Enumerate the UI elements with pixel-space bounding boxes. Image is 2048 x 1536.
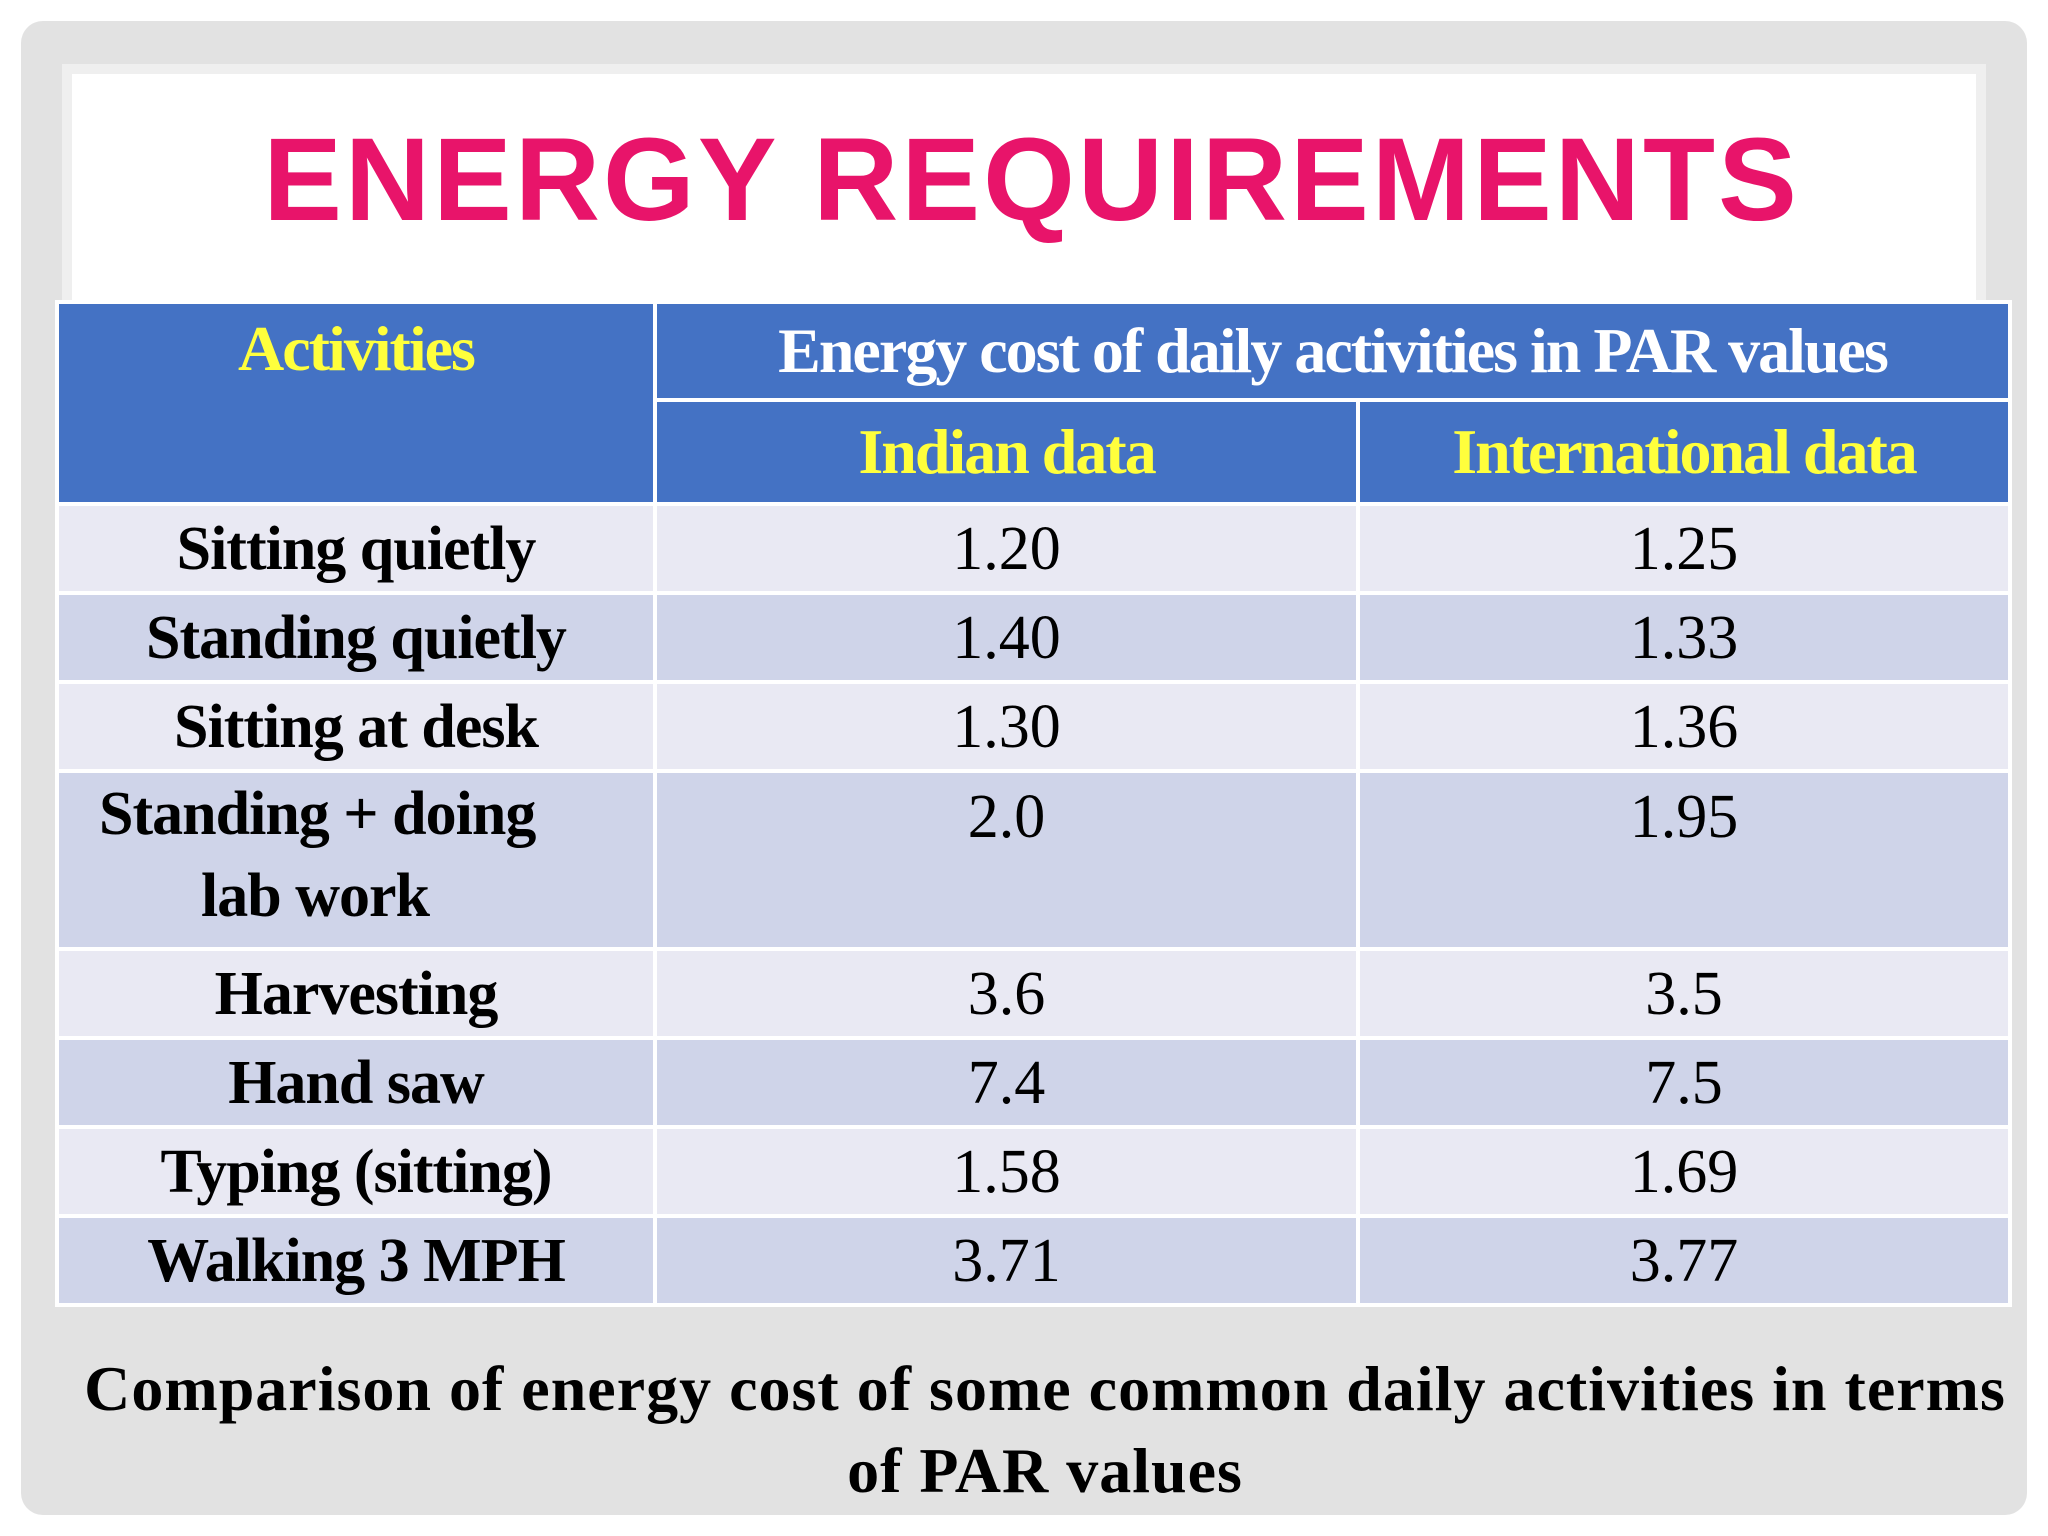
- indian-value-cell: 1.20: [653, 502, 1360, 595]
- indian-value-cell: 3.71: [653, 1214, 1360, 1307]
- activity-cell: Standing + doing lab work: [55, 769, 657, 951]
- international-value-cell: 1.36: [1356, 680, 2012, 773]
- international-value-cell: 1.25: [1356, 502, 2012, 595]
- international-value-cell: 7.5: [1356, 1036, 2012, 1129]
- table-row: Typing (sitting) 1.58 1.69: [55, 1125, 2012, 1218]
- activity-cell: Sitting at desk: [55, 680, 657, 773]
- table-row: Sitting at desk 1.30 1.36: [55, 680, 2012, 773]
- table-row: Hand saw 7.4 7.5: [55, 1036, 2012, 1129]
- activity-line-1: Standing + doing: [99, 780, 536, 848]
- energy-cost-group-header: Energy cost of daily activities in PAR v…: [653, 300, 2012, 402]
- indian-value-cell: 3.6: [653, 947, 1360, 1040]
- indian-value-cell: 1.40: [653, 591, 1360, 684]
- table-row: Walking 3 MPH 3.71 3.77: [55, 1214, 2012, 1307]
- table-row: Standing + doing lab work 2.0 1.95: [55, 769, 2012, 951]
- activity-cell: Sitting quietly: [55, 502, 657, 595]
- activity-cell: Typing (sitting): [55, 1125, 657, 1218]
- indian-value-cell: 2.0: [653, 769, 1360, 951]
- indian-value-cell: 1.30: [653, 680, 1360, 773]
- activity-cell: Hand saw: [55, 1036, 657, 1129]
- indian-value-cell: 7.4: [653, 1036, 1360, 1129]
- international-data-header: International data: [1356, 398, 2012, 506]
- activity-cell: Harvesting: [55, 947, 657, 1040]
- indian-data-header: Indian data: [653, 398, 1360, 506]
- table-row: Standing quietly 1.40 1.33: [55, 591, 2012, 684]
- international-value-cell: 3.5: [1356, 947, 2012, 1040]
- table-row: Harvesting 3.6 3.5: [55, 947, 2012, 1040]
- table-row: Sitting quietly 1.20 1.25: [55, 502, 2012, 595]
- activities-header: Activities: [55, 300, 657, 506]
- international-value-cell: 1.95: [1356, 769, 2012, 951]
- caption-line-2: of PAR values: [847, 1435, 1243, 1506]
- energy-cost-table: Activities Energy cost of daily activiti…: [55, 300, 2012, 1307]
- activity-line-2: lab work: [201, 862, 430, 930]
- international-value-cell: 1.33: [1356, 591, 2012, 684]
- activity-cell: Standing quietly: [55, 591, 657, 684]
- activity-cell: Walking 3 MPH: [55, 1214, 657, 1307]
- caption-line-1: Comparison of energy cost of some common…: [84, 1353, 2006, 1424]
- table-caption: Comparison of energy cost of some common…: [40, 1348, 2048, 1512]
- international-value-cell: 3.77: [1356, 1214, 2012, 1307]
- indian-value-cell: 1.58: [653, 1125, 1360, 1218]
- international-value-cell: 1.69: [1356, 1125, 2012, 1218]
- slide-title: ENERGY REQUIREMENTS: [263, 114, 1800, 246]
